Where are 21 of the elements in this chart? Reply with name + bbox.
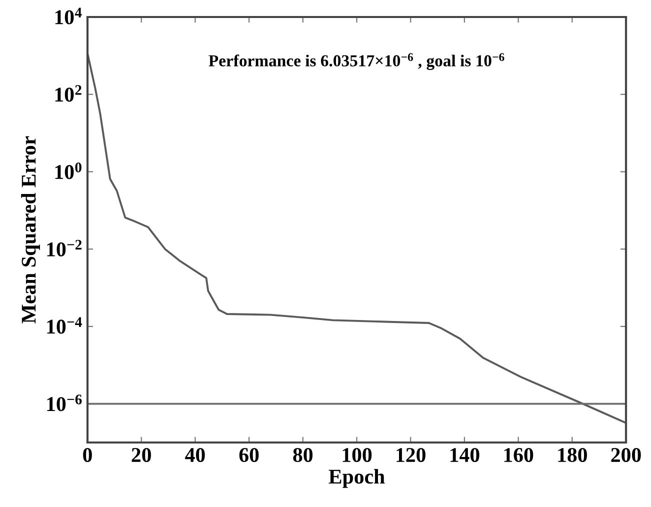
x-tick-label: 0	[83, 448, 92, 462]
x-tick-label: 80	[293, 448, 313, 462]
y-tick-label: 10$^{−6}$	[47, 394, 82, 412]
x-axis-title: Epoch	[328, 469, 385, 488]
x-tick-label: 200	[611, 448, 641, 462]
x-tick-label: 40	[185, 448, 205, 462]
y-tick-label: 10$^{2}$	[55, 85, 82, 102]
x-tick-label: 60	[239, 448, 259, 462]
x-tick-label: 120	[396, 448, 426, 462]
x-tick-label: 180	[558, 448, 587, 462]
y-axis-title: Mean Squared Error	[21, 136, 40, 324]
y-tick-label: 10$^{−4}$	[47, 317, 82, 334]
x-tick-label: 140	[450, 448, 480, 462]
y-tick-label: 10$^{0}$	[55, 162, 82, 180]
x-tick-label: 20	[132, 448, 151, 462]
line-series	[88, 52, 626, 424]
y-tick-label: 10$^{−2}$	[47, 240, 82, 256]
annotation: Performance is 6.03517×10$^{−6}$ , goal is 10$^{−6}$	[208, 53, 504, 70]
x-tick-label: 100	[342, 448, 372, 462]
y-tick-label: 10$^{4}$	[55, 8, 82, 24]
x-tick-label: 160	[504, 448, 534, 462]
